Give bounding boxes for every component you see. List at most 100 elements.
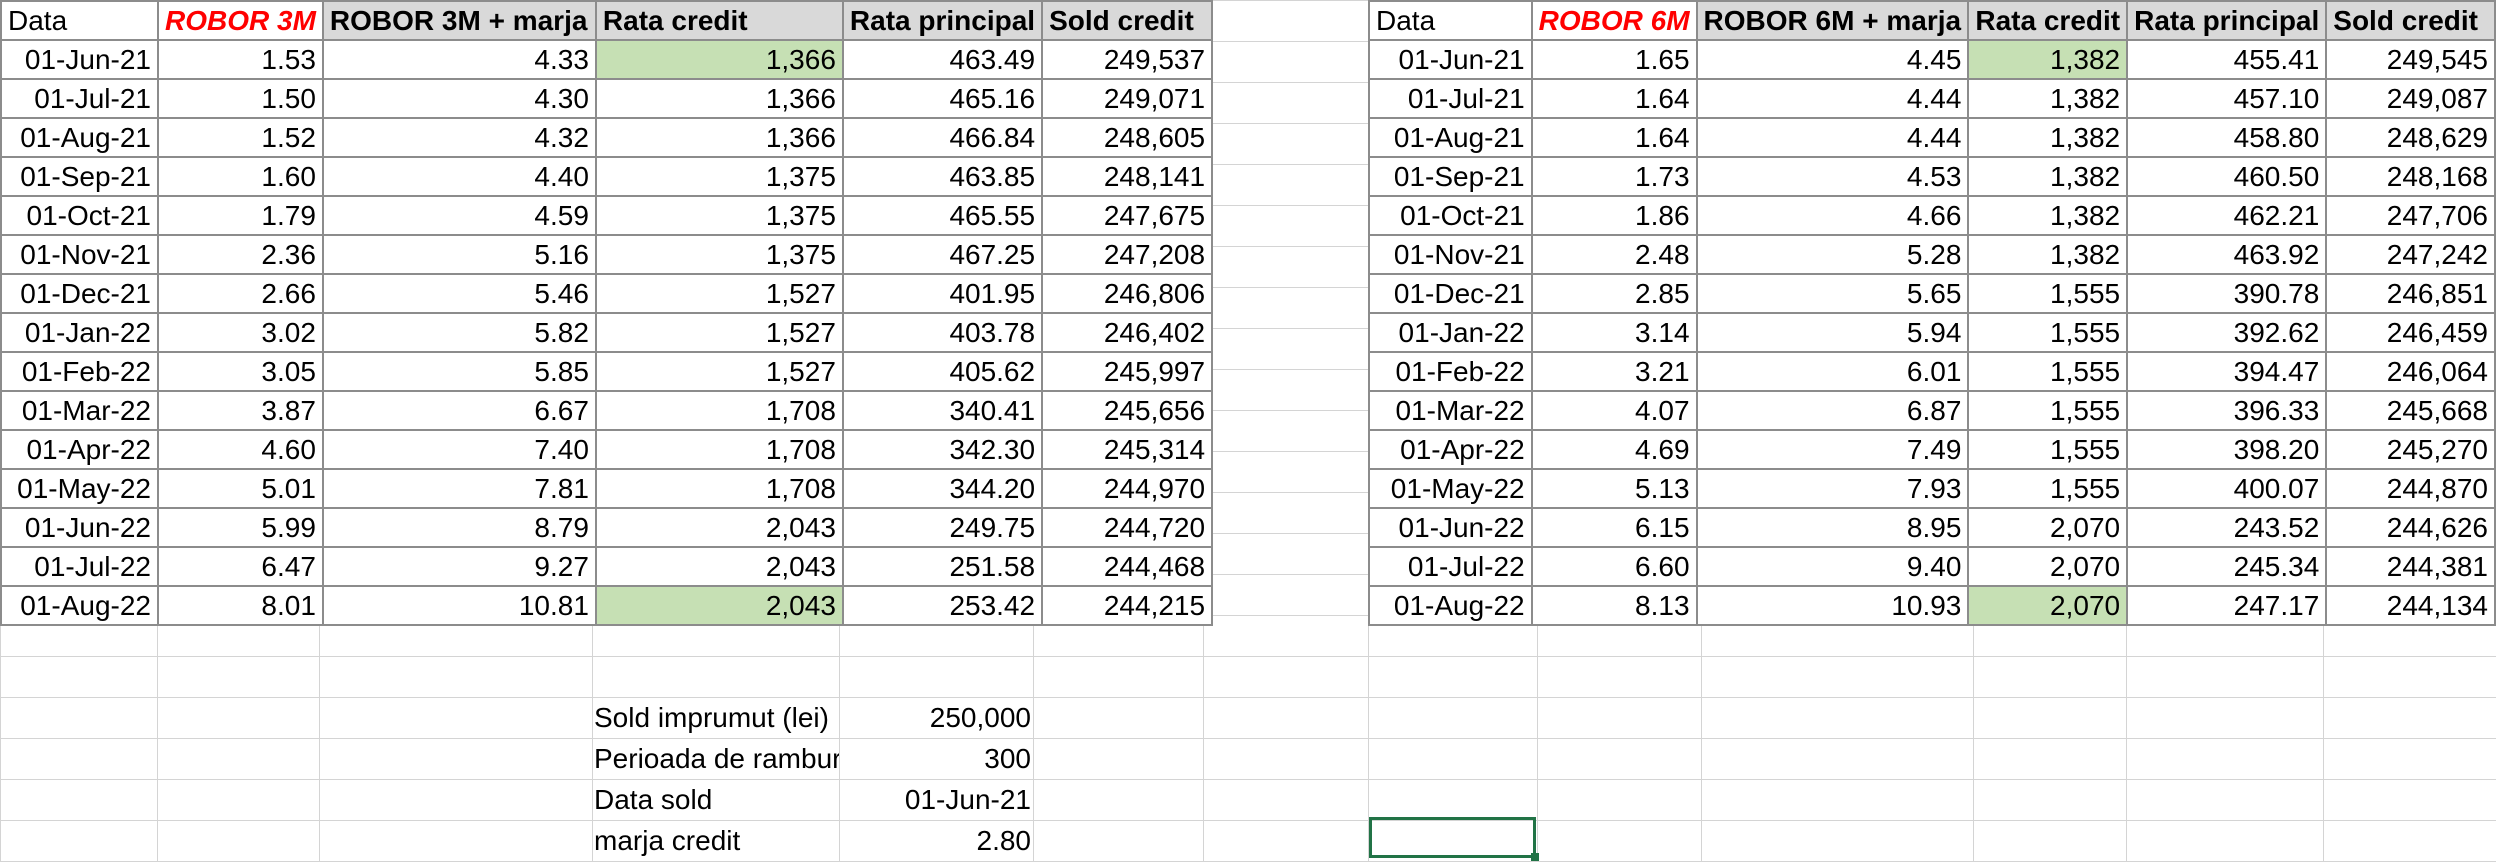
table-cell[interactable]: 463.49 <box>841 39 1044 80</box>
param-row-data-sold[interactable]: Data sold 01-Jun-21 <box>0 779 1040 820</box>
table-cell[interactable]: 6.47 <box>157 546 324 587</box>
param-row-sold-imprumut[interactable]: Sold imprumut (lei) 250,000 <box>0 697 1040 738</box>
table-cell[interactable]: 253.42 <box>841 585 1044 626</box>
table-cell[interactable]: 246,064 <box>2325 351 2496 392</box>
table-cell[interactable]: 245,314 <box>1041 429 1214 470</box>
table-cell[interactable]: 2,043 <box>594 585 844 626</box>
table-cell[interactable]: 2.85 <box>1530 273 1698 314</box>
table-cell[interactable]: 5.46 <box>321 273 597 314</box>
table-cell[interactable]: 6.87 <box>1695 390 1970 431</box>
table-cell[interactable]: 394.47 <box>2126 351 2328 392</box>
table-cell[interactable]: 5.28 <box>1695 234 1970 275</box>
table-cell[interactable]: 01-Jun-22 <box>1368 507 1533 548</box>
table-cell[interactable]: 1,366 <box>594 78 844 119</box>
table-cell[interactable]: 1,527 <box>594 312 844 353</box>
table-cell[interactable]: 248,605 <box>1041 117 1214 158</box>
table-cell[interactable]: 01-Dec-21 <box>1368 273 1533 314</box>
table-cell[interactable]: 6.67 <box>321 390 597 431</box>
param-value[interactable]: 300 <box>984 743 1031 774</box>
table-cell[interactable]: 398.20 <box>2126 429 2328 470</box>
table-cell[interactable]: 245.34 <box>2126 546 2328 587</box>
table-cell[interactable]: 4.07 <box>1530 390 1698 431</box>
table-cell[interactable]: 6.01 <box>1695 351 1970 392</box>
table-cell[interactable]: 1,708 <box>594 390 844 431</box>
table-cell[interactable]: 246,459 <box>2325 312 2496 353</box>
table-cell[interactable]: 7.81 <box>321 468 597 509</box>
table-cell[interactable]: 244,720 <box>1041 507 1214 548</box>
table-cell[interactable]: 249,087 <box>2325 78 2496 119</box>
table-cell[interactable]: 7.49 <box>1695 429 1970 470</box>
table-cell[interactable]: 10.81 <box>321 585 597 626</box>
table-cell[interactable]: 1.52 <box>157 117 324 158</box>
table-cell[interactable]: 251.58 <box>841 546 1044 587</box>
table-cell[interactable]: 401.95 <box>841 273 1044 314</box>
table-cell[interactable]: 01-Nov-21 <box>0 234 159 275</box>
table-cell[interactable]: 463.92 <box>2126 234 2328 275</box>
table-cell[interactable]: 01-Aug-21 <box>1368 117 1533 158</box>
fill-handle[interactable] <box>1531 853 1539 861</box>
table-cell[interactable]: 1,375 <box>594 156 844 197</box>
table-cell[interactable]: 400.07 <box>2126 468 2328 509</box>
table-cell[interactable]: 6.15 <box>1530 507 1698 548</box>
table-cell[interactable]: 1,555 <box>1967 429 2129 470</box>
table-cell[interactable]: 01-Aug-22 <box>0 585 159 626</box>
table-cell[interactable]: 1,555 <box>1967 351 2129 392</box>
table-cell[interactable]: 244,870 <box>2325 468 2496 509</box>
table-cell[interactable]: 01-Feb-22 <box>1368 351 1533 392</box>
table-cell[interactable]: 1.86 <box>1530 195 1698 236</box>
table-cell[interactable]: 1.73 <box>1530 156 1698 197</box>
table-cell[interactable]: 1.64 <box>1530 78 1698 119</box>
table-cell[interactable]: 4.69 <box>1530 429 1698 470</box>
selected-cell[interactable] <box>1369 817 1536 858</box>
table-cell[interactable]: 246,806 <box>1041 273 1214 314</box>
table-cell[interactable]: 458.80 <box>2126 117 2328 158</box>
table-cell[interactable]: 460.50 <box>2126 156 2328 197</box>
table-cell[interactable]: 4.45 <box>1695 39 1970 80</box>
table-cell[interactable]: 10.93 <box>1695 585 1970 626</box>
table-cell[interactable]: 396.33 <box>2126 390 2328 431</box>
table-cell[interactable]: 01-Mar-22 <box>1368 390 1533 431</box>
table-cell[interactable]: 457.10 <box>2126 78 2328 119</box>
table-cell[interactable]: 245,997 <box>1041 351 1214 392</box>
table-cell[interactable]: 247,242 <box>2325 234 2496 275</box>
table-cell[interactable]: 465.55 <box>841 195 1044 236</box>
table-cell[interactable]: 2.66 <box>157 273 324 314</box>
table-cell[interactable]: 403.78 <box>841 312 1044 353</box>
table-cell[interactable]: 4.44 <box>1695 78 1970 119</box>
table-cell[interactable]: 1,555 <box>1967 273 2129 314</box>
table-cell[interactable]: 9.27 <box>321 546 597 587</box>
table-cell[interactable]: 1.50 <box>157 78 324 119</box>
column-header[interactable]: Rata principal <box>2126 0 2328 41</box>
table-cell[interactable]: 245,270 <box>2325 429 2496 470</box>
param-row-perioada[interactable]: Perioada de rambursare 300 <box>0 738 1040 779</box>
table-cell[interactable]: 6.60 <box>1530 546 1698 587</box>
table-cell[interactable]: 01-Jul-21 <box>0 78 159 119</box>
table-cell[interactable]: 342.30 <box>841 429 1044 470</box>
table-cell[interactable]: 4.59 <box>321 195 597 236</box>
table-cell[interactable]: 1,555 <box>1967 390 2129 431</box>
table-cell[interactable]: 4.33 <box>321 39 597 80</box>
table-cell[interactable]: 1,527 <box>594 351 844 392</box>
table-cell[interactable]: 01-Mar-22 <box>0 390 159 431</box>
param-value[interactable]: 2.80 <box>976 825 1032 856</box>
column-header[interactable]: Sold credit <box>1041 0 1214 41</box>
table-cell[interactable]: 466.84 <box>841 117 1044 158</box>
table-cell[interactable]: 1,375 <box>594 234 844 275</box>
table-cell[interactable]: 247,706 <box>2325 195 2496 236</box>
column-header[interactable]: ROBOR 3M + marja <box>321 0 597 41</box>
table-cell[interactable]: 1,527 <box>594 273 844 314</box>
table-cell[interactable]: 8.13 <box>1530 585 1698 626</box>
table-cell[interactable]: 1.60 <box>157 156 324 197</box>
table-cell[interactable]: 01-Jun-21 <box>1368 39 1533 80</box>
table-cell[interactable]: 8.95 <box>1695 507 1970 548</box>
table-cell[interactable]: 3.87 <box>157 390 324 431</box>
table-cell[interactable]: 01-Aug-22 <box>1368 585 1533 626</box>
column-header[interactable]: ROBOR 3M <box>157 0 324 41</box>
table-cell[interactable]: 01-Oct-21 <box>1368 195 1533 236</box>
table-cell[interactable]: 340.41 <box>841 390 1044 431</box>
table-cell[interactable]: 248,629 <box>2325 117 2496 158</box>
table-cell[interactable]: 01-Apr-22 <box>0 429 159 470</box>
table-cell[interactable]: 1,555 <box>1967 468 2129 509</box>
table-cell[interactable]: 01-Aug-21 <box>0 117 159 158</box>
table-cell[interactable]: 01-Sep-21 <box>0 156 159 197</box>
